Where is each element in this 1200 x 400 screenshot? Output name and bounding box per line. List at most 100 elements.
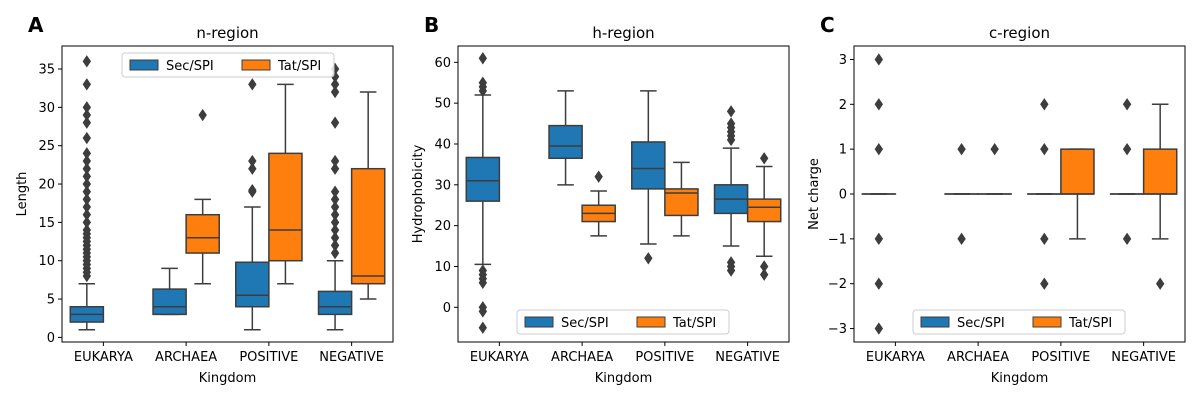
box-iqr [317, 290, 353, 316]
y-tick-label: 2 [839, 98, 847, 113]
outlier-point [82, 131, 92, 145]
outlier-point [874, 322, 884, 335]
outlier-point [759, 152, 769, 165]
y-tick-label: 20 [434, 219, 451, 234]
outlier-point [330, 85, 340, 99]
box-tat-spi-positive [268, 83, 303, 285]
y-tick-label: 30 [434, 178, 451, 193]
y-tick-label: −3 [828, 322, 847, 337]
box-sec-spi-positive [1027, 98, 1062, 290]
outlier-point [1122, 142, 1132, 156]
outlier-point [1155, 277, 1165, 290]
legend-swatch [920, 316, 950, 328]
y-tick-label: 25 [38, 139, 55, 154]
panel-title: h-region [592, 24, 654, 42]
box-sec-spi-archaea [548, 90, 583, 186]
outlier-point [478, 301, 488, 314]
outlier-point [957, 232, 966, 246]
axes-frame [853, 45, 1186, 343]
x-tick-label: EUKARYA [470, 350, 529, 365]
legend: Sec/SPI Tat/SPI [912, 309, 1126, 335]
box-tat-spi-negative [350, 91, 386, 300]
y-tick-label: −1 [828, 232, 847, 247]
y-axis-label: Net charge [807, 158, 822, 230]
x-tick-label: ARCHAEA [947, 350, 1009, 365]
x-tick-label: POSITIVE [1031, 350, 1090, 365]
outlier-point [198, 108, 207, 122]
box-iqr [746, 198, 782, 223]
outlier-point [1040, 277, 1049, 290]
box-tat-spi-negative [746, 152, 782, 281]
outlier-point [874, 277, 884, 290]
box-sec-spi-negative [317, 62, 353, 331]
box-iqr [185, 213, 220, 254]
axes-frame [457, 45, 790, 343]
y-tick-label: 20 [38, 178, 55, 193]
axes-frame [61, 45, 394, 343]
y-tick-label: 35 [38, 63, 55, 78]
legend-frame [516, 309, 730, 335]
outlier-point [248, 154, 257, 168]
box-tat-spi-archaea [977, 142, 1012, 195]
outlier-point [82, 170, 92, 183]
outlier-point [874, 98, 884, 111]
legend: Sec/SPI Tat/SPI [516, 309, 730, 335]
y-tick-label: 10 [434, 260, 451, 275]
panel-title: n-region [196, 24, 258, 42]
legend-frame [121, 52, 335, 78]
box-sec-spi-eukarya [861, 53, 897, 335]
y-tick-label: −2 [828, 277, 847, 292]
outlier-point [874, 142, 884, 156]
y-tick-label: 10 [38, 254, 55, 269]
legend-swatch [1032, 316, 1062, 328]
outlier-point [330, 223, 340, 237]
outlier-point [726, 105, 736, 118]
outlier-point [478, 321, 488, 334]
outlier-point [82, 185, 92, 198]
outlier-point [330, 70, 340, 83]
outlier-point [82, 200, 92, 214]
y-tick-label: 60 [434, 56, 451, 71]
legend-swatch [524, 316, 554, 328]
outlier-point [330, 154, 340, 168]
y-tick-label: 50 [434, 97, 451, 112]
box-sec-spi-archaea [152, 267, 187, 316]
outlier-point [82, 78, 92, 91]
legend-label: Sec/SPI [166, 59, 214, 74]
x-tick-label: ARCHAEA [155, 350, 217, 365]
legend-swatch [636, 316, 666, 328]
outlier-point [330, 200, 340, 214]
outlier-point [82, 162, 92, 175]
legend-label: Tat/SPI [277, 59, 321, 74]
box-iqr [152, 288, 187, 316]
outlier-point [82, 101, 92, 114]
x-tick-label: POSITIVE [635, 350, 694, 365]
box-sec-spi-negative [1109, 98, 1145, 246]
outlier-point [248, 183, 257, 197]
x-tick-label: NEGATIVE [1111, 350, 1176, 365]
box-sec-spi-archaea [944, 142, 979, 246]
box-iqr [235, 261, 270, 308]
legend-label: Tat/SPI [1068, 316, 1112, 331]
outlier-point [478, 76, 488, 89]
x-tick-label: POSITIVE [239, 350, 298, 365]
box-tat-spi-positive [664, 161, 699, 237]
x-tick-label: ARCHAEA [551, 350, 613, 365]
outlier-point [330, 239, 340, 252]
box-tat-spi-negative [1142, 103, 1178, 290]
outlier-point [594, 170, 603, 183]
outlier-point [82, 216, 92, 229]
outlier-point [82, 147, 92, 160]
outlier-point [82, 116, 92, 129]
legend-label: Sec/SPI [561, 316, 609, 331]
x-axis-label: Kingdom [991, 371, 1049, 386]
outlier-point [478, 52, 488, 65]
outlier-point [330, 162, 340, 175]
y-axis-label: Length [15, 172, 30, 217]
legend-label: Tat/SPI [672, 316, 716, 331]
legend: Sec/SPI Tat/SPI [121, 52, 335, 78]
outlier-point [726, 256, 736, 269]
